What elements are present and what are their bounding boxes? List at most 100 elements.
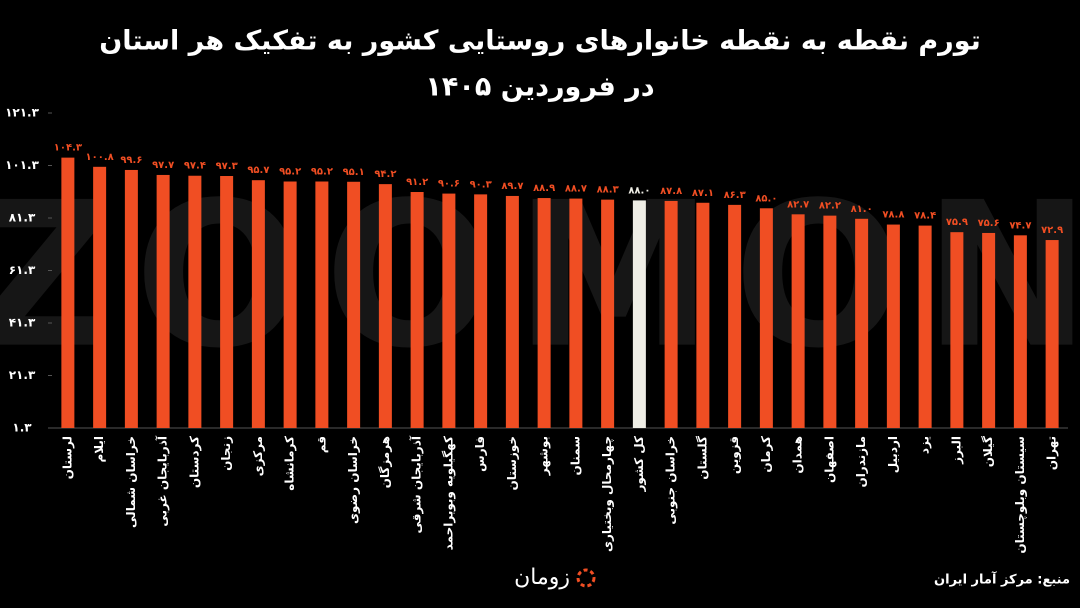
bar xyxy=(886,224,900,428)
bar xyxy=(601,199,615,428)
y-tick-label: ۱۰۱.۳ xyxy=(5,158,40,172)
x-tick-label: فارس xyxy=(473,436,487,472)
value-label: ۹۴.۲ xyxy=(374,169,396,180)
x-tick-label: البرز xyxy=(949,436,963,465)
bar xyxy=(124,169,138,428)
y-tick-label: ۸۱.۳ xyxy=(9,211,36,225)
x-tick-label: هرمزگان xyxy=(378,436,392,488)
bar xyxy=(156,174,170,428)
bar xyxy=(61,157,75,428)
logo-icon xyxy=(576,568,596,588)
bar xyxy=(505,195,519,428)
bar xyxy=(93,166,107,428)
x-tick-label: بوشهر xyxy=(537,436,552,476)
bar xyxy=(442,193,456,428)
value-label: ۹۵.۱ xyxy=(343,167,365,178)
bar xyxy=(1045,240,1059,428)
value-label: ۸۷.۱ xyxy=(692,188,714,199)
x-tick-label: اصفهان xyxy=(822,436,836,483)
y-tick-label: ۲۱.۳ xyxy=(9,368,36,382)
bar xyxy=(950,232,964,428)
y-tick-label: ۶۱.۳ xyxy=(9,263,36,277)
bar xyxy=(188,175,202,428)
bar xyxy=(823,215,837,428)
x-tick-label: اردبیل xyxy=(886,436,900,473)
value-label: ۷۵.۶ xyxy=(978,218,1000,229)
x-tick-label: مرکزی xyxy=(251,436,265,476)
x-tick-label: قزوین xyxy=(727,436,742,474)
value-label: ۸۸.۹ xyxy=(533,183,555,194)
bar xyxy=(918,225,932,428)
x-tick-label: کهگیلویه وبویراحمد xyxy=(441,436,456,550)
value-label: ۱۰۴.۳ xyxy=(54,143,82,154)
x-tick-label: تهران xyxy=(1045,436,1059,470)
x-tick-label: کل کشور xyxy=(632,436,647,493)
value-label: ۷۸.۴ xyxy=(914,211,936,222)
x-tick-label: لرستان xyxy=(60,436,74,479)
y-tick-label: ۱.۳ xyxy=(12,421,32,435)
x-tick-label: خراسان رضوی xyxy=(346,436,361,524)
bar xyxy=(759,208,773,428)
y-tick-label: ۴۱.۳ xyxy=(9,316,36,330)
bar xyxy=(728,204,742,428)
logo: زومان xyxy=(514,565,570,590)
bar xyxy=(791,214,805,428)
bar xyxy=(378,184,392,428)
value-label: ۸۸.۷ xyxy=(565,184,587,195)
value-label: ۸۱.۰ xyxy=(851,204,873,215)
value-label: ۹۵.۷ xyxy=(247,165,269,176)
bar xyxy=(664,200,678,428)
bar xyxy=(1013,235,1027,428)
bar xyxy=(474,194,488,428)
bar xyxy=(283,181,297,428)
bar xyxy=(220,176,234,428)
x-tick-label: کرمانشاه xyxy=(283,436,297,491)
bar xyxy=(632,200,646,428)
x-tick-label: خوزستان xyxy=(505,436,520,491)
bar xyxy=(855,218,869,428)
x-tick-label: گیلان xyxy=(981,436,995,467)
value-label: ۸۸.۳ xyxy=(597,185,619,196)
bar xyxy=(569,198,583,428)
value-label: ۷۴.۷ xyxy=(1009,220,1031,231)
value-label: ۷۸.۸ xyxy=(882,210,904,221)
value-label: ۹۰.۶ xyxy=(438,179,460,190)
value-label: ۹۱.۲ xyxy=(406,177,428,188)
x-tick-label: آذربایجان شرقی xyxy=(409,435,424,533)
x-tick-label: آذربایجان غربی xyxy=(155,435,170,526)
x-tick-label: کردستان xyxy=(187,436,201,488)
x-tick-label: مازندران xyxy=(854,436,868,488)
value-label: ۸۲.۲ xyxy=(819,201,841,212)
value-label: ۹۹.۶ xyxy=(120,155,142,166)
value-label: ۷۵.۹ xyxy=(946,217,968,228)
bar xyxy=(537,198,551,428)
x-tick-label: خراسان شمالی xyxy=(124,436,138,528)
bar xyxy=(315,181,329,428)
x-tick-label: سیستان وبلوچستان xyxy=(1013,436,1028,554)
value-label: ۹۷.۴ xyxy=(184,161,206,172)
bar xyxy=(251,180,265,428)
bar xyxy=(410,192,424,428)
bar xyxy=(982,232,996,428)
chart-title: تورم نقطه به نقطه خانوارهای روستایی کشور… xyxy=(99,26,981,57)
bar xyxy=(347,181,361,428)
value-label: ۸۷.۸ xyxy=(660,186,682,197)
value-label: ۹۵.۲ xyxy=(311,167,333,178)
x-tick-label: چهارمحال وبختیاری xyxy=(600,436,615,552)
x-tick-label: قم xyxy=(314,436,328,453)
value-label: ۹۵.۲ xyxy=(279,167,301,178)
value-label: ۷۲.۹ xyxy=(1041,225,1063,236)
x-tick-label: گلستان xyxy=(695,436,709,480)
value-label: ۹۷.۷ xyxy=(152,160,174,171)
value-label: ۸۲.۷ xyxy=(787,199,809,210)
source: منبع: مرکز آمار ایران xyxy=(934,571,1070,588)
value-label: ۹۰.۳ xyxy=(470,179,492,190)
x-tick-label: زنجان xyxy=(219,436,233,471)
value-label: ۸۸.۰ xyxy=(628,185,650,196)
x-tick-label: سمنان xyxy=(568,436,582,476)
bar xyxy=(696,202,710,428)
value-label: ۱۰۰.۸ xyxy=(86,152,114,163)
chart-subtitle: در فروردین ۱۴۰۵ xyxy=(425,72,654,103)
y-tick-label: ۱۲۱.۳ xyxy=(5,106,40,120)
